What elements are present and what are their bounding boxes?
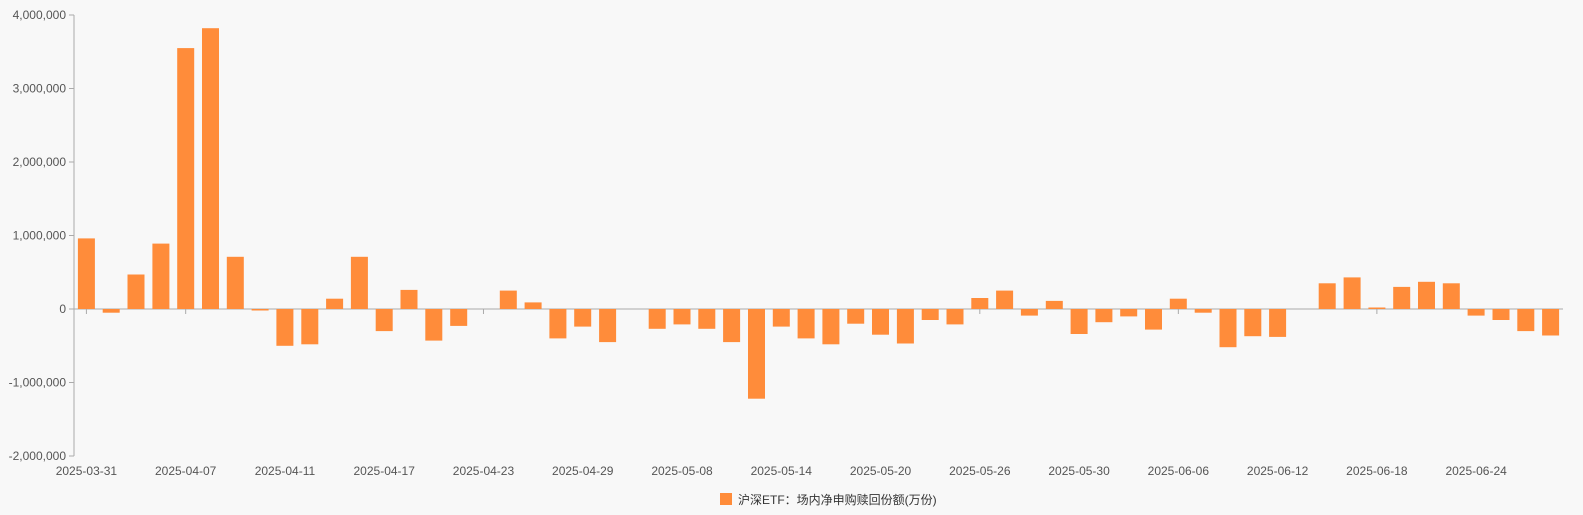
bar[interactable] (177, 48, 195, 309)
bar[interactable] (971, 298, 989, 309)
legend-label: 沪深ETF：场内净申购赎回份额(万份) (738, 492, 937, 507)
x-tick-label: 2025-05-14 (751, 464, 813, 478)
bar[interactable] (1120, 309, 1138, 317)
bar[interactable] (549, 309, 567, 339)
bar[interactable] (251, 309, 269, 311)
bar[interactable] (152, 243, 170, 309)
bar[interactable] (996, 290, 1014, 309)
bar[interactable] (896, 309, 914, 344)
bar[interactable] (1070, 309, 1088, 334)
y-tick-label: -1,000,000 (9, 376, 67, 390)
y-tick-label: 2,000,000 (13, 155, 67, 169)
x-tick-label: 2025-05-26 (949, 464, 1011, 478)
bar[interactable] (1343, 277, 1361, 309)
x-tick-label: 2025-04-11 (255, 464, 316, 478)
bar[interactable] (1467, 309, 1485, 316)
bar[interactable] (1442, 283, 1460, 309)
bar[interactable] (1492, 309, 1510, 320)
y-tick-label: 0 (59, 302, 66, 316)
bar[interactable] (1244, 309, 1262, 337)
bar[interactable] (574, 309, 592, 327)
bar[interactable] (499, 290, 517, 309)
bar-series (77, 28, 1560, 399)
bar[interactable] (102, 309, 120, 313)
x-tick-label: 2025-04-07 (155, 464, 217, 478)
legend[interactable]: 沪深ETF：场内净申购赎回份额(万份) (720, 491, 937, 507)
bar[interactable] (1517, 309, 1535, 332)
bar[interactable] (1045, 300, 1063, 309)
bar[interactable] (698, 309, 716, 329)
bar-chart: 4,000,000 3,000,000 2,000,000 1,000,000 0 -1,… (9, 8, 1563, 478)
bar[interactable] (648, 309, 666, 329)
bar[interactable] (77, 238, 95, 309)
x-axis: 2025-03-31 2025-04-07 2025-04-11 2025-04-17… (56, 308, 1563, 478)
bar[interactable] (1095, 309, 1113, 323)
x-tick-label: 2025-04-29 (552, 464, 614, 478)
x-tick-label: 2025-05-20 (850, 464, 912, 478)
bar[interactable] (127, 274, 145, 310)
bar[interactable] (202, 28, 219, 309)
bar[interactable] (326, 298, 344, 309)
bar[interactable] (375, 309, 393, 332)
bar[interactable] (1169, 298, 1187, 309)
bar[interactable] (673, 309, 691, 325)
bar[interactable] (226, 256, 244, 309)
x-tick-label: 2025-06-12 (1247, 464, 1309, 478)
bar[interactable] (1542, 309, 1560, 336)
bar[interactable] (1269, 309, 1287, 337)
bar[interactable] (921, 309, 939, 320)
bar[interactable] (748, 309, 765, 399)
bar[interactable] (822, 309, 840, 345)
x-tick-label: 2025-06-24 (1445, 464, 1507, 478)
x-tick-label: 2025-05-30 (1048, 464, 1110, 478)
bar[interactable] (524, 302, 542, 309)
bar[interactable] (946, 309, 964, 325)
bar[interactable] (1020, 309, 1038, 316)
x-tick-label: 2025-05-08 (651, 464, 713, 478)
bar[interactable] (425, 309, 443, 341)
bar[interactable] (1368, 307, 1386, 310)
bar[interactable] (772, 309, 790, 327)
bar[interactable] (1418, 281, 1435, 309)
x-tick-label: 2025-06-18 (1346, 464, 1408, 478)
bar[interactable] (1219, 309, 1237, 348)
bar[interactable] (350, 256, 368, 309)
bar[interactable] (599, 309, 617, 343)
bar[interactable] (301, 309, 319, 345)
x-tick-label: 2025-04-23 (453, 464, 515, 478)
y-tick-label: 3,000,000 (13, 82, 67, 96)
bar[interactable] (450, 309, 468, 326)
x-tick-label: 2025-04-17 (354, 464, 416, 478)
bar[interactable] (1194, 309, 1212, 313)
legend-swatch (720, 493, 732, 505)
bar[interactable] (797, 309, 815, 339)
y-tick-label: 1,000,000 (13, 229, 67, 243)
x-tick-label: 2025-06-06 (1148, 464, 1210, 478)
bar[interactable] (1393, 286, 1411, 309)
bar[interactable] (723, 309, 741, 343)
y-axis: 4,000,000 3,000,000 2,000,000 1,000,000 0 -1,… (9, 8, 75, 463)
bar[interactable] (276, 309, 294, 346)
x-tick-label: 2025-03-31 (56, 464, 118, 478)
y-tick-label: 4,000,000 (13, 8, 67, 22)
bar[interactable] (847, 309, 865, 324)
y-tick-label: -2,000,000 (9, 449, 67, 463)
bar[interactable] (1318, 283, 1336, 309)
bar[interactable] (872, 309, 889, 335)
bar[interactable] (1145, 309, 1162, 330)
bar[interactable] (400, 289, 418, 309)
